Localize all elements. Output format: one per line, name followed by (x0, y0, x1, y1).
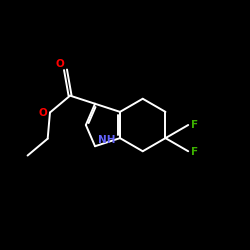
Text: NH: NH (98, 135, 115, 145)
Text: F: F (191, 120, 198, 130)
Text: F: F (191, 147, 198, 157)
Text: O: O (56, 58, 64, 68)
Text: O: O (38, 108, 47, 118)
